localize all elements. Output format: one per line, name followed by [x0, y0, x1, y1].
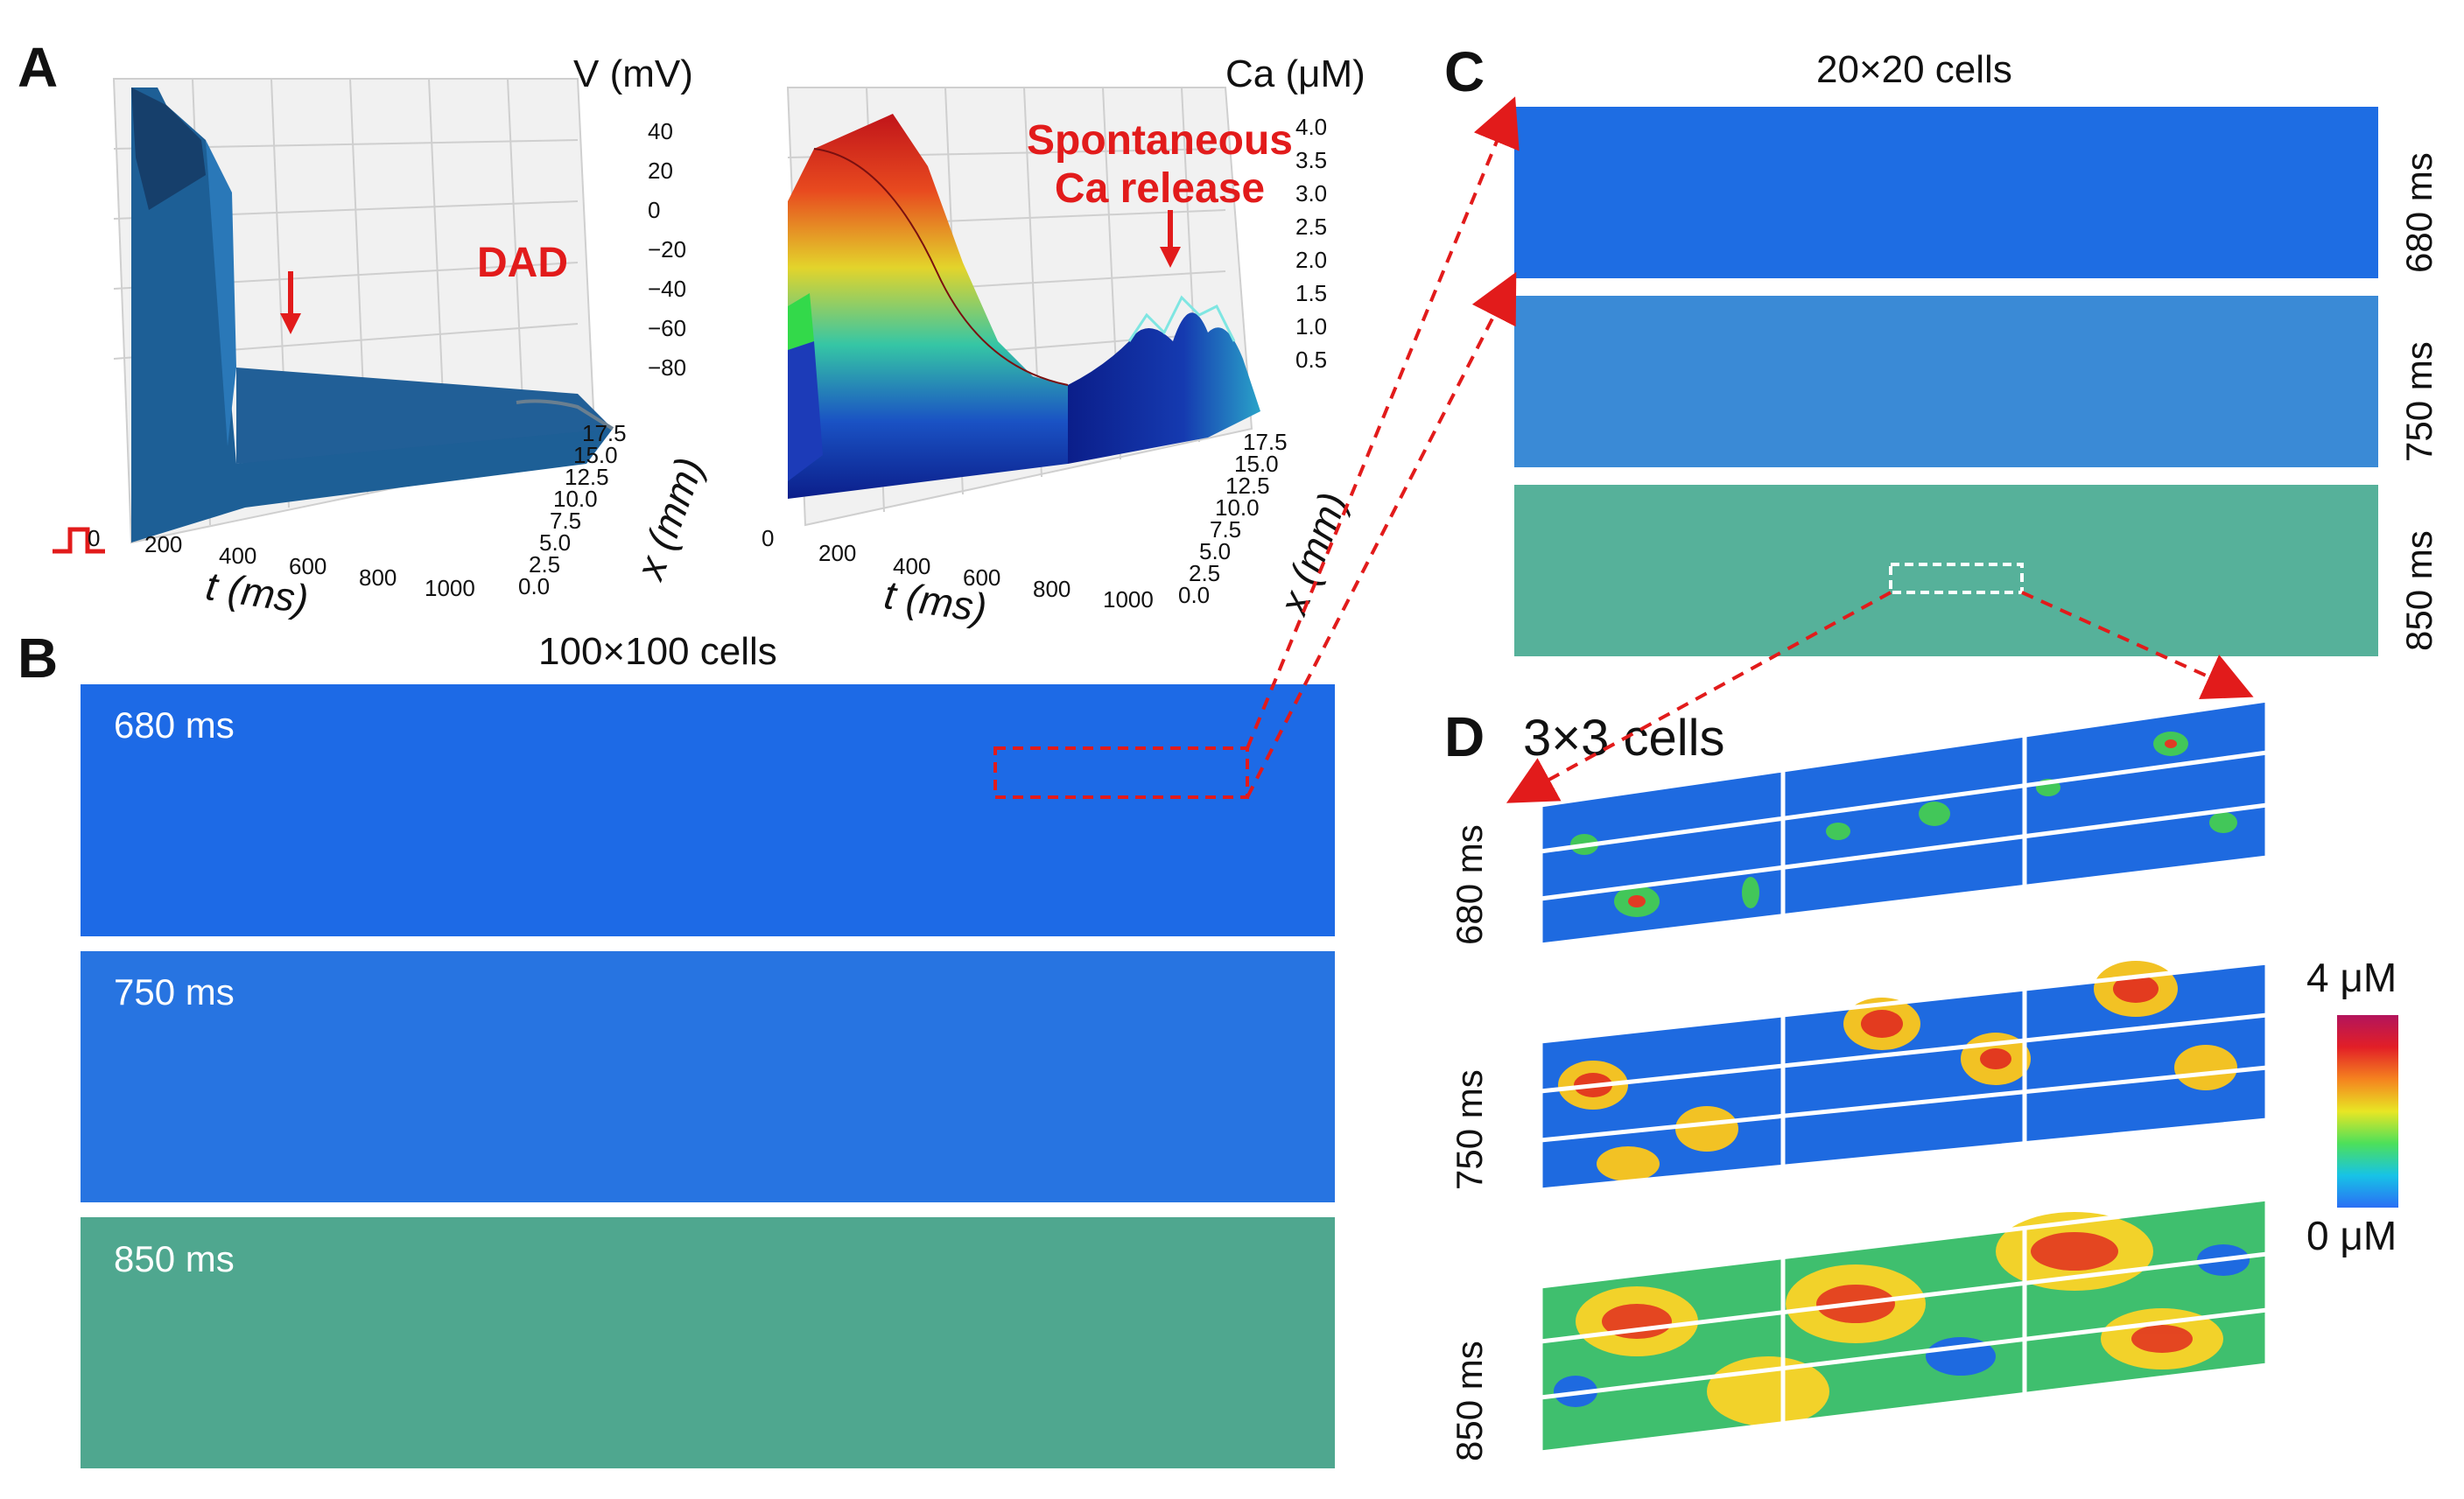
- ca-ytick: 0.0: [1178, 582, 1211, 608]
- ca-ytick: 7.5: [1210, 516, 1242, 543]
- heatmap-20x20-680ms: [1514, 107, 2378, 278]
- panel-label-a: A: [18, 36, 59, 99]
- heatmap-100x100-680ms: [81, 684, 1335, 936]
- ca-ztick: 4.0: [1295, 114, 1328, 140]
- voltage-title: V (mV): [573, 53, 693, 95]
- ca-ztick: 0.5: [1295, 347, 1328, 373]
- v-xtick: 1000: [425, 575, 475, 601]
- ca-ztick: 3.0: [1295, 180, 1328, 207]
- v-ztick: −20: [648, 236, 687, 263]
- v-xtick: 0: [88, 525, 101, 551]
- v-ytick: 2.5: [529, 551, 561, 578]
- ca-xtick: 600: [963, 564, 1001, 591]
- ca-ztick: 3.5: [1295, 147, 1328, 173]
- ca-ztick: 2.0: [1295, 247, 1328, 273]
- v-ytick: 15.0: [573, 442, 618, 468]
- v-ztick: −80: [648, 354, 687, 381]
- panel-b-time-850: 850 ms: [114, 1238, 235, 1279]
- panel-b-time-680: 680 ms: [114, 704, 235, 746]
- heatmap-100x100-750ms: [81, 951, 1335, 1202]
- v-xtick: 400: [219, 543, 257, 569]
- v-xtick: 800: [359, 564, 397, 591]
- v-ztick: 40: [648, 118, 673, 144]
- heatmap-20x20-750ms: [1514, 296, 2378, 467]
- panel-label-b: B: [18, 627, 59, 690]
- panel-d-3d-views: [1538, 697, 2270, 1455]
- spontaneous-annotation-line1: Spontaneous: [1026, 117, 1293, 164]
- ca-xtick: 0: [762, 525, 775, 551]
- v-ztick: −60: [648, 315, 687, 341]
- ca-ztick: 1.0: [1295, 313, 1328, 340]
- colorbar-max-label: 4 μM: [2306, 955, 2397, 1000]
- panel-b-time-750: 750 ms: [114, 971, 235, 1012]
- v-ztick: 20: [648, 158, 673, 184]
- ca-ytick: 2.5: [1189, 560, 1221, 586]
- spontaneous-annotation-line2: Ca release: [1054, 165, 1266, 212]
- v-ytick: 5.0: [539, 529, 572, 556]
- ca-ytick: 15.0: [1234, 451, 1279, 477]
- heatmap-100x100-850ms: [81, 1217, 1335, 1468]
- stimulus-pulse-icon: [53, 527, 105, 554]
- v-xtick: 200: [144, 531, 183, 557]
- v-ytick: 17.5: [582, 420, 627, 446]
- panel-label-c: C: [1444, 40, 1485, 103]
- ca-ytick: 17.5: [1243, 429, 1288, 455]
- v-ztick: −40: [648, 276, 687, 302]
- zoom-box-c: [1889, 563, 2024, 594]
- dad-annotation: DAD: [477, 240, 568, 286]
- ca-ytick: 10.0: [1215, 494, 1260, 521]
- v-ytick: 12.5: [565, 464, 609, 490]
- calcium-title: Ca (μM): [1225, 53, 1365, 95]
- v-ztick: 0: [648, 197, 661, 223]
- zoom-box-b: [993, 746, 1249, 799]
- panel-c-title: 20×20 cells: [1816, 48, 2012, 91]
- colorbar-min-label: 0 μM: [2306, 1213, 2397, 1258]
- ca-ztick: 1.5: [1295, 280, 1328, 306]
- ca-xtick: 1000: [1103, 586, 1154, 613]
- voltage-surface-plot: [53, 78, 614, 554]
- ca-xtick: 800: [1033, 576, 1071, 602]
- v-ytick: 10.0: [553, 486, 598, 512]
- heatmap-20x20-850ms: [1514, 485, 2378, 656]
- ca-ytick: 12.5: [1225, 473, 1270, 499]
- ca-ytick: 5.0: [1199, 538, 1232, 564]
- v-xtick: 600: [289, 553, 327, 579]
- ca-ztick: 2.5: [1295, 214, 1328, 240]
- panel-b-title: 100×100 cells: [538, 630, 777, 673]
- calcium-surface-plot: [786, 87, 1260, 527]
- colorbar: [2337, 1015, 2398, 1208]
- v-ytick: 0.0: [518, 573, 551, 599]
- ca-xtick: 400: [893, 553, 931, 579]
- ca-xtick: 200: [818, 540, 857, 566]
- v-ytick: 7.5: [550, 508, 582, 534]
- panel-label-d: D: [1444, 705, 1485, 768]
